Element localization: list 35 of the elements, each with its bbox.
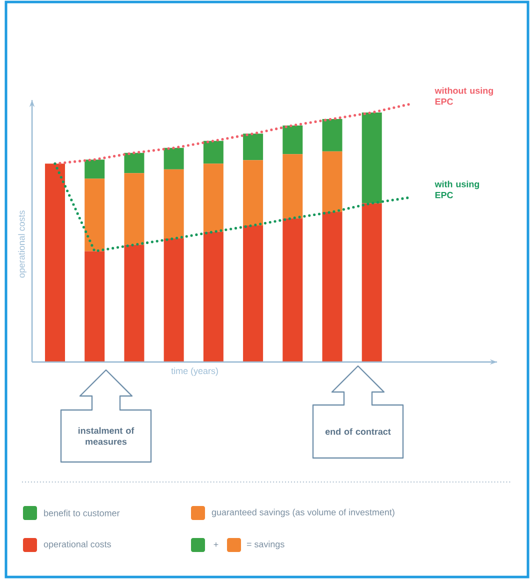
text: instalment of measures xyxy=(78,427,134,445)
text: with using EPC xyxy=(434,180,480,198)
bar xyxy=(203,140,224,164)
bar xyxy=(243,226,264,362)
legend-label: operational costs xyxy=(44,540,111,550)
legend-label: guaranteed savings (as volume of investment) xyxy=(212,508,394,518)
text: + xyxy=(214,542,218,547)
bar xyxy=(243,160,264,226)
text: = savings xyxy=(246,540,284,550)
bar xyxy=(124,173,144,245)
bar xyxy=(362,203,382,362)
bar xyxy=(322,118,342,152)
legend-label: benefit to customer xyxy=(44,510,120,516)
y-axis-title: operational costs xyxy=(18,210,27,278)
bar xyxy=(322,151,342,212)
bar xyxy=(164,148,184,170)
bar xyxy=(203,164,224,232)
bar xyxy=(322,212,342,362)
bar xyxy=(84,251,105,362)
bar xyxy=(362,112,382,204)
bar xyxy=(124,152,144,174)
bar xyxy=(84,178,105,252)
bar xyxy=(124,244,144,362)
bar xyxy=(164,238,184,362)
bar xyxy=(243,134,264,160)
bar xyxy=(203,232,224,362)
bar xyxy=(282,154,303,218)
bar xyxy=(282,125,303,154)
bar xyxy=(84,160,105,179)
bar xyxy=(282,218,303,362)
text: end of contract xyxy=(325,428,391,435)
x-axis-title: time (years) xyxy=(171,368,218,376)
bar xyxy=(164,169,184,238)
bar xyxy=(45,164,65,362)
text: without using EPC xyxy=(434,87,493,105)
